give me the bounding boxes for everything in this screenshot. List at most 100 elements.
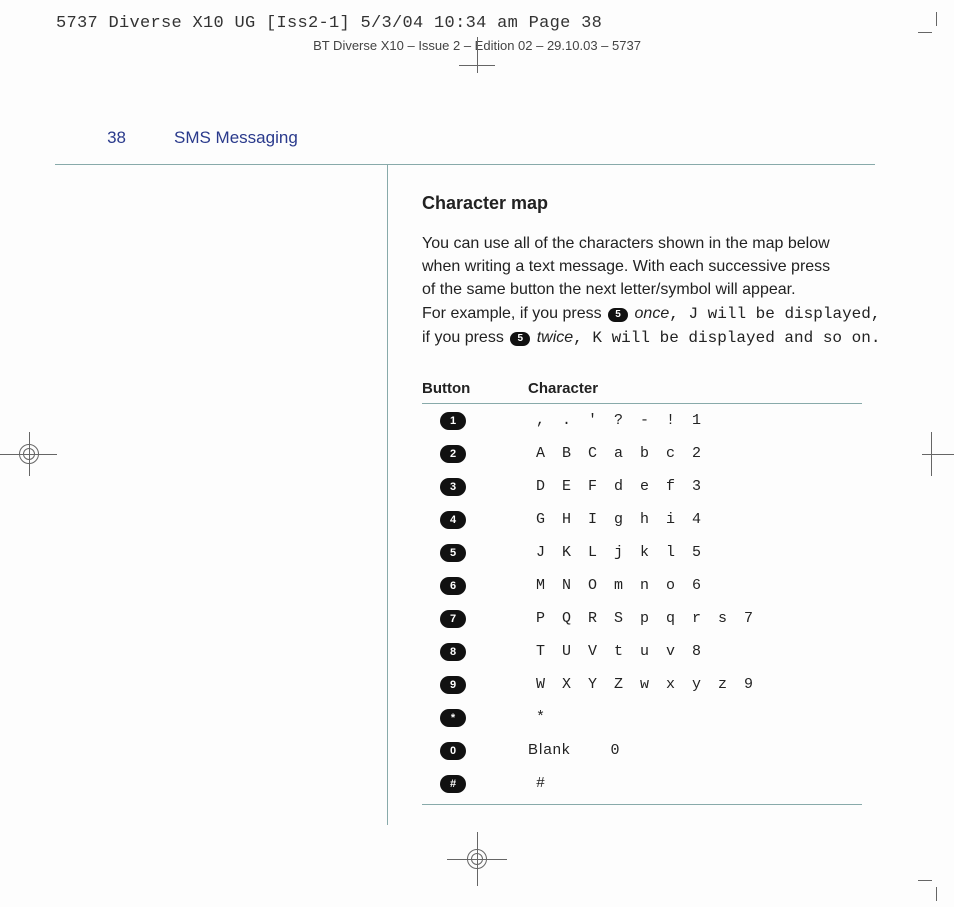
character-cell: MNOmno6 xyxy=(528,576,888,594)
table-header-character: Character xyxy=(528,380,862,397)
table-row: ** xyxy=(422,701,888,734)
body-line-4c: , J will be displayed, xyxy=(669,305,880,323)
imposition-header: 5737 Diverse X10 UG [Iss2-1] 5/3/04 10:3… xyxy=(56,14,602,33)
char: Z xyxy=(606,676,632,693)
char: 7 xyxy=(736,610,762,627)
char: o xyxy=(658,577,684,594)
char: T xyxy=(528,643,554,660)
button-cell: 6 xyxy=(422,576,528,595)
character-cell: ABCabc2 xyxy=(528,444,888,462)
table-body: 1,.'?-!12ABCabc23DEFdef34GHIghi45JKLjkl5… xyxy=(422,404,888,800)
button-cell: 0 xyxy=(422,741,528,760)
button-cell: 7 xyxy=(422,609,528,628)
char: Y xyxy=(580,676,606,693)
char: 8 xyxy=(684,643,710,660)
key-2-icon: 2 xyxy=(440,445,466,463)
char: , xyxy=(528,412,554,429)
char: a xyxy=(606,445,632,462)
left-column xyxy=(98,165,388,825)
char: m xyxy=(606,577,632,594)
character-cell: WXYZwxyz9 xyxy=(528,675,888,693)
table-row: 0 Blank 0 xyxy=(422,734,888,767)
char: y xyxy=(684,676,710,693)
body-line-2: when writing a text message. With each s… xyxy=(422,258,830,275)
char: 4 xyxy=(684,511,710,528)
key-4-icon: 4 xyxy=(440,511,466,529)
page-header: 38 SMS Messaging xyxy=(98,128,888,156)
key-3-icon: 3 xyxy=(440,478,466,496)
char: B xyxy=(554,445,580,462)
char: j xyxy=(606,544,632,561)
char: Blank xyxy=(528,741,571,758)
body-line-4a: For example, if you press xyxy=(422,305,606,322)
char: c xyxy=(658,445,684,462)
char: s xyxy=(710,610,736,627)
char: x xyxy=(658,676,684,693)
character-cell: JKLjkl5 xyxy=(528,543,888,561)
section-title: SMS Messaging xyxy=(174,128,298,148)
subheading: Character map xyxy=(422,193,888,214)
character-cell: ,.'?-!1 xyxy=(528,411,888,429)
char: - xyxy=(632,412,658,429)
char: A xyxy=(528,445,554,462)
char: H xyxy=(554,511,580,528)
table-row: 6 MNOmno6 xyxy=(422,569,888,602)
key-5-icon: 5 xyxy=(440,544,466,562)
body-line-4b: once xyxy=(635,305,670,322)
table-row: 5 JKLjkl5 xyxy=(422,536,888,569)
crop-mark-corner-tr-icon xyxy=(918,12,948,52)
char: I xyxy=(580,511,606,528)
registration-mark-left-icon xyxy=(0,424,59,484)
char: . xyxy=(554,412,580,429)
char: k xyxy=(632,544,658,561)
key-1-icon: 1 xyxy=(440,412,466,430)
char: f xyxy=(658,478,684,495)
char: 1 xyxy=(684,412,710,429)
key-9-icon: 9 xyxy=(440,676,466,694)
button-cell: 8 xyxy=(422,642,528,661)
character-cell: GHIghi4 xyxy=(528,510,888,528)
table-row: 4GHIghi4 xyxy=(422,503,888,536)
char: C xyxy=(580,445,606,462)
char: V xyxy=(580,643,606,660)
table-header: Button Character xyxy=(422,380,862,404)
char: D xyxy=(528,478,554,495)
char: d xyxy=(606,478,632,495)
page-number: 38 xyxy=(98,128,126,148)
char: ! xyxy=(658,412,684,429)
body-line-1: You can use all of the characters shown … xyxy=(422,235,830,252)
key-#-icon: # xyxy=(440,775,466,793)
columns: Character map You can use all of the cha… xyxy=(98,165,888,825)
table-bottom-rule xyxy=(422,804,862,805)
body-line-5b: twice xyxy=(537,329,573,346)
character-cell: # xyxy=(528,774,888,792)
char: X xyxy=(554,676,580,693)
char: e xyxy=(632,478,658,495)
char: b xyxy=(632,445,658,462)
table-row: 9WXYZwxyz9 xyxy=(422,668,888,701)
body-text: You can use all of the characters shown … xyxy=(422,232,888,350)
char: u xyxy=(632,643,658,660)
char: L xyxy=(580,544,606,561)
right-column: Character map You can use all of the cha… xyxy=(388,165,888,825)
table-row: 2 ABCabc2 xyxy=(422,437,888,470)
char: K xyxy=(554,544,580,561)
char: S xyxy=(606,610,632,627)
table-row: 3DEFdef3 xyxy=(422,470,888,503)
char: ' xyxy=(580,412,606,429)
crop-mark-corner-br-icon xyxy=(918,861,948,901)
char: g xyxy=(606,511,632,528)
char: 9 xyxy=(736,676,762,693)
key-0-icon: 0 xyxy=(440,742,466,760)
key-6-icon: 6 xyxy=(440,577,466,595)
button-cell: # xyxy=(422,774,528,793)
char: r xyxy=(684,610,710,627)
char: p xyxy=(632,610,658,627)
char: 3 xyxy=(684,478,710,495)
char: 0 xyxy=(603,742,629,759)
char: O xyxy=(580,577,606,594)
char: l xyxy=(658,544,684,561)
char: N xyxy=(554,577,580,594)
char: q xyxy=(658,610,684,627)
button-cell: * xyxy=(422,708,528,727)
